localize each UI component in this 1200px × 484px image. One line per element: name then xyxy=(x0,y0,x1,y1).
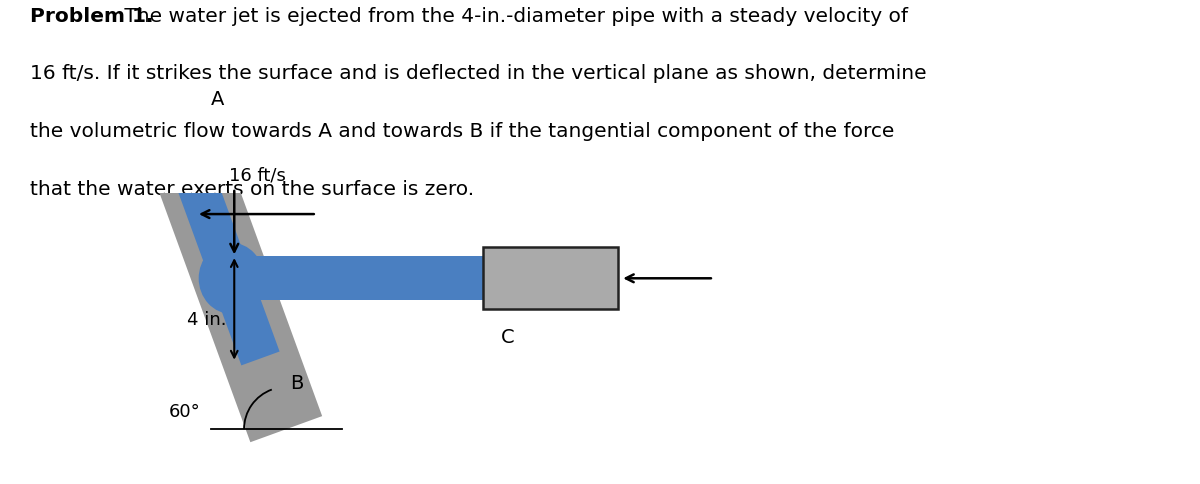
Polygon shape xyxy=(212,272,280,365)
Text: The water jet is ejected from the 4-in.-diameter pipe with a steady velocity of: The water jet is ejected from the 4-in.-… xyxy=(118,7,907,26)
Bar xyxy=(482,248,618,310)
Ellipse shape xyxy=(199,243,264,314)
Text: that the water exerts on the surface is zero.: that the water exerts on the surface is … xyxy=(30,180,474,198)
Text: B: B xyxy=(289,374,304,393)
Text: the volumetric flow towards A and towards B if the tangential component of the f: the volumetric flow towards A and toward… xyxy=(30,122,894,141)
Text: 4 in.: 4 in. xyxy=(187,311,227,329)
Polygon shape xyxy=(158,126,251,286)
Text: C: C xyxy=(500,328,515,347)
Text: Problem 1.: Problem 1. xyxy=(30,7,154,26)
Text: 16 ft/s. If it strikes the surface and is deflected in the vertical plane as sho: 16 ft/s. If it strikes the surface and i… xyxy=(30,64,926,83)
Text: 60°: 60° xyxy=(169,402,200,420)
Text: 16 ft/s: 16 ft/s xyxy=(229,166,286,184)
Polygon shape xyxy=(126,77,322,442)
Bar xyxy=(232,257,482,301)
Text: A: A xyxy=(210,90,224,109)
